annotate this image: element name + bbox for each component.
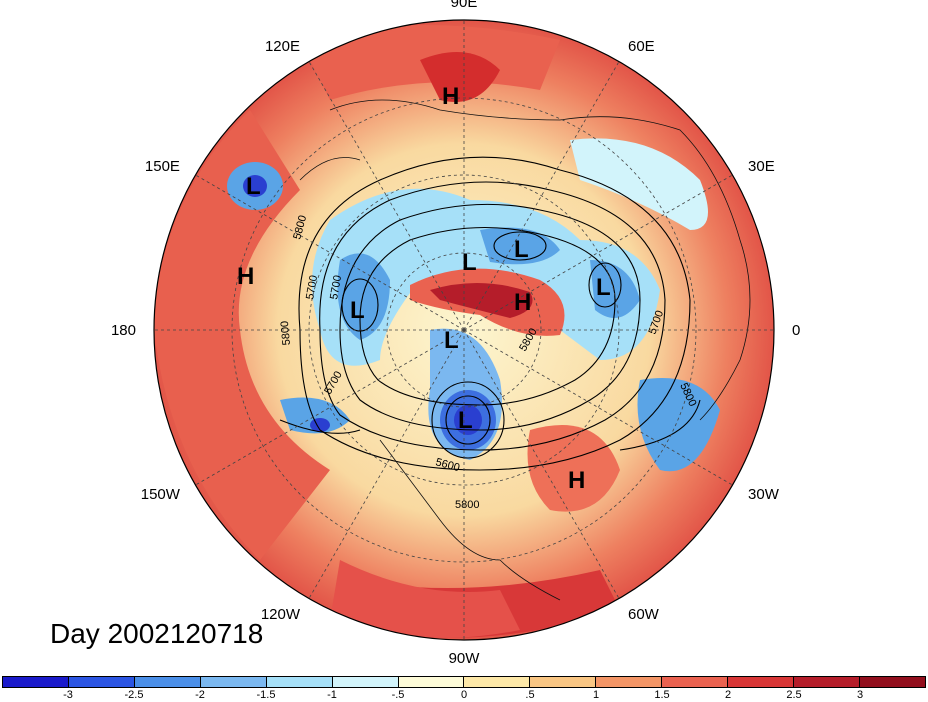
colorbar-swatches xyxy=(2,676,926,688)
colorbar-swatch xyxy=(332,677,399,687)
colorbar-swatch xyxy=(596,677,663,687)
colorbar-swatch xyxy=(662,677,729,687)
meridian-line xyxy=(463,61,620,331)
colorbar-swatch xyxy=(530,677,597,687)
meridian-line xyxy=(308,329,465,599)
colorbar-tick-label: -2 xyxy=(195,689,205,701)
low-center: L xyxy=(514,236,529,263)
colorbar-swatch xyxy=(728,677,795,687)
high-center: H xyxy=(237,263,254,290)
colorbar: -3 -2.5 -2 -1.5 -1 -.5 0 .5 1 1.5 2 2.5 3 xyxy=(0,676,928,702)
colorbar-swatch xyxy=(266,677,333,687)
colorbar-tick-label: -1 xyxy=(327,689,337,701)
longitude-label: 150E xyxy=(145,158,180,175)
colorbar-tick-label: 1 xyxy=(592,689,600,701)
colorbar-swatch xyxy=(68,677,135,687)
colorbar-tick-label: 1.5 xyxy=(654,689,670,701)
contour-label: 5700 xyxy=(304,274,320,300)
colorbar-tick-label: 3 xyxy=(856,689,864,701)
meridian-line xyxy=(195,329,465,486)
longitude-label: 60W xyxy=(628,606,660,623)
high-center: H xyxy=(568,467,585,494)
colorbar-tick-label: -1.5 xyxy=(256,689,276,701)
graticule xyxy=(231,97,697,563)
low-center: L xyxy=(246,173,261,200)
longitude-label: 30E xyxy=(748,158,775,175)
meridian-line xyxy=(463,329,620,599)
low-center: L xyxy=(462,249,477,276)
colorbar-tick-label: 2.5 xyxy=(786,689,802,701)
longitude-label: 120W xyxy=(261,606,301,623)
meridian-line xyxy=(463,329,733,486)
high-center: H xyxy=(442,83,459,110)
longitude-labels: 90E 60E 30E 0 30W 60W 90W 120W 150W 180 150E 120E xyxy=(111,0,800,667)
longitude-label: 0 xyxy=(792,322,800,339)
longitude-label: 90W xyxy=(449,650,481,667)
polar-map: 90E 60E 30E 0 30W 60W 90W 120W 150W 180 150E 120E 5… xyxy=(111,0,800,667)
low-center: L xyxy=(458,407,473,434)
pressure-centers: H L H L L L H L L L L H xyxy=(237,83,611,494)
colorbar-tick-label: .5 xyxy=(525,689,535,701)
meridian-line xyxy=(308,61,465,331)
colorbar-tick-label: 2 xyxy=(724,689,732,701)
low-center: L xyxy=(596,274,611,301)
colorbar-swatch xyxy=(398,677,465,687)
meridian-line xyxy=(463,174,733,331)
meridians xyxy=(154,20,774,640)
longitude-label: 90E xyxy=(451,0,478,11)
colorbar-tick-label: -.5 xyxy=(391,689,405,701)
colorbar-tick-label: -3 xyxy=(63,689,73,701)
colorbar-swatch xyxy=(794,677,860,687)
colorbar-swatch xyxy=(464,677,531,687)
low-center: L xyxy=(350,297,365,324)
low-center: L xyxy=(444,327,459,354)
colorbar-swatch xyxy=(134,677,201,687)
colorbar-tick-label: 0 xyxy=(460,689,468,701)
contour-label: 5800 xyxy=(455,499,479,511)
map-boundary xyxy=(153,19,775,641)
high-center: H xyxy=(514,289,531,316)
colorbar-tick-label: -2.5 xyxy=(124,689,144,701)
day-label: Day 2002120718 xyxy=(50,618,264,649)
colorbar-swatch xyxy=(3,677,69,687)
contour-label: 5800 xyxy=(279,320,293,345)
colorbar-swatch xyxy=(859,677,925,687)
longitude-label: 60E xyxy=(628,38,655,55)
longitude-label: 180 xyxy=(111,322,136,339)
contour-label: 5700 xyxy=(328,274,344,300)
longitude-label: 150W xyxy=(141,486,181,503)
longitude-label: 30W xyxy=(748,486,780,503)
longitude-label: 120E xyxy=(265,38,300,55)
meridian-line xyxy=(195,174,465,331)
colorbar-swatch xyxy=(200,677,267,687)
